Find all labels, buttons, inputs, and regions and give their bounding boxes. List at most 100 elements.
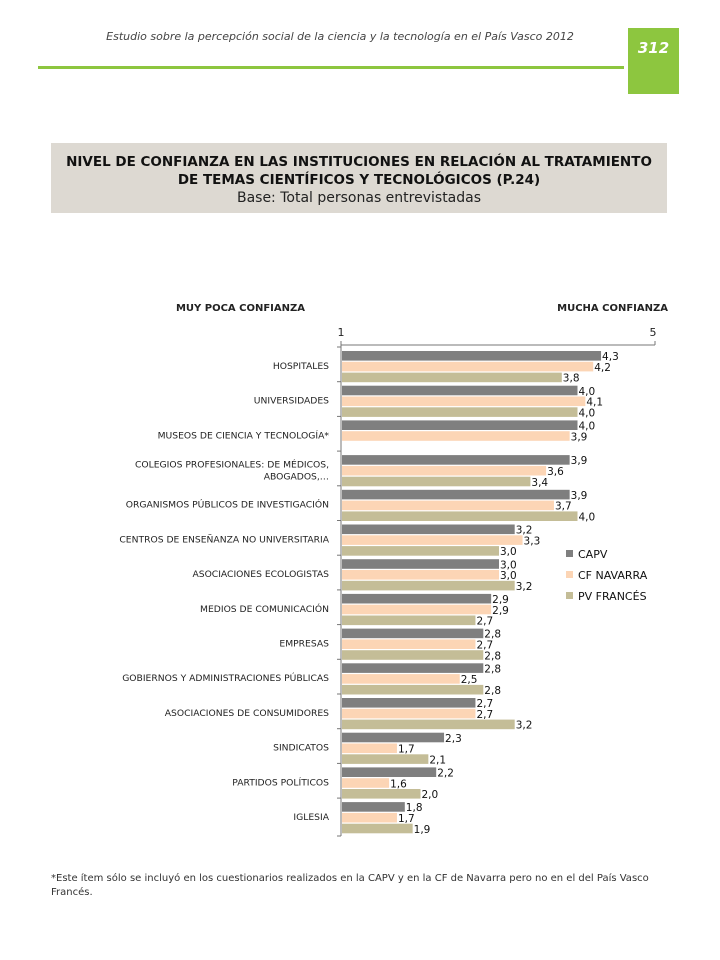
bar bbox=[342, 639, 476, 649]
bar bbox=[342, 593, 492, 604]
bar bbox=[342, 420, 578, 430]
page-number-badge: 312 bbox=[628, 28, 679, 94]
data-label: 1,8 bbox=[406, 802, 423, 814]
legend-label: PV FRANCÉS bbox=[578, 590, 647, 603]
data-label: 4,0 bbox=[579, 512, 596, 524]
data-label: 2,0 bbox=[422, 789, 439, 801]
data-label: 3,4 bbox=[531, 477, 548, 489]
bar bbox=[342, 546, 499, 556]
data-label: 3,6 bbox=[547, 466, 564, 478]
bar bbox=[342, 674, 460, 684]
data-label: 3,9 bbox=[571, 455, 588, 467]
bar bbox=[342, 767, 437, 777]
legend-swatch bbox=[566, 550, 573, 557]
chart-title-line1: NIVEL DE CONFIANZA EN LAS INSTITUCIONES … bbox=[66, 154, 652, 170]
data-label: 2,8 bbox=[484, 650, 501, 662]
bar bbox=[342, 559, 499, 569]
category-label: ORGANISMOS PÚBLICOS DE INVESTIGACIÓN bbox=[126, 499, 329, 511]
category-label: ASOCIACIONES DE CONSUMIDORES bbox=[165, 708, 329, 719]
footnote: *Este ítem sólo se incluyó en los cuesti… bbox=[51, 873, 649, 898]
bar bbox=[342, 743, 397, 754]
bar bbox=[342, 524, 515, 535]
legend-label: CAPV bbox=[578, 548, 608, 561]
bar bbox=[342, 385, 578, 396]
bar bbox=[342, 754, 429, 764]
category-label: MUSEOS DE CIENCIA Y TECNOLOGÍA* bbox=[158, 429, 330, 441]
category-label: CENTROS DE ENSEÑANZA NO UNIVERSITARIA bbox=[119, 534, 329, 545]
data-label: 1,9 bbox=[414, 824, 431, 836]
category-label: PARTIDOS POLÍTICOS bbox=[232, 776, 329, 788]
bar bbox=[342, 663, 484, 673]
category-label: HOSPITALES bbox=[273, 361, 329, 372]
bar bbox=[342, 361, 594, 372]
data-label: 4,0 bbox=[579, 407, 596, 419]
bar bbox=[342, 719, 515, 730]
left-scale-label: MUY POCA CONFIANZA bbox=[176, 303, 305, 314]
bar bbox=[342, 823, 413, 834]
bar bbox=[342, 802, 405, 812]
right-scale-label: MUCHA CONFIANZA bbox=[557, 303, 668, 314]
data-label: 2,1 bbox=[429, 754, 446, 766]
data-label: 2,8 bbox=[484, 685, 501, 697]
data-label: 3,2 bbox=[516, 581, 533, 593]
bar bbox=[342, 708, 476, 719]
bar bbox=[342, 465, 547, 476]
bar bbox=[342, 476, 531, 487]
data-label: 3,9 bbox=[571, 431, 588, 443]
data-label: 1,7 bbox=[398, 813, 415, 825]
bar bbox=[342, 812, 397, 823]
data-label: 2,7 bbox=[476, 698, 493, 710]
legend-swatch bbox=[566, 571, 573, 578]
bar bbox=[342, 455, 570, 465]
bar bbox=[342, 570, 499, 580]
category-label: SINDICATOS bbox=[273, 743, 329, 754]
data-label: 4,1 bbox=[586, 397, 603, 409]
bar bbox=[342, 511, 578, 521]
category-label: COLEGIOS PROFESIONALES: DE MÉDICOS, bbox=[135, 459, 329, 471]
bar bbox=[342, 351, 602, 361]
category-label: ASOCIACIONES ECOLOGISTAS bbox=[192, 569, 329, 580]
bar bbox=[342, 650, 484, 660]
bar bbox=[342, 698, 476, 708]
bar bbox=[342, 778, 390, 788]
data-label: 2,8 bbox=[484, 663, 501, 675]
bar bbox=[342, 732, 445, 743]
data-label: 1,6 bbox=[390, 778, 407, 790]
category-label: GOBIERNOS Y ADMINISTRACIONES PÚBLICAS bbox=[122, 672, 329, 684]
data-label: 3,2 bbox=[516, 720, 533, 732]
data-label: 4,3 bbox=[602, 351, 619, 363]
data-label: 3,2 bbox=[516, 525, 533, 537]
data-label: 2,8 bbox=[484, 629, 501, 641]
category-label: ABOGADOS,… bbox=[264, 472, 329, 483]
data-label: 3,0 bbox=[500, 559, 517, 571]
data-label: 2,5 bbox=[461, 674, 478, 686]
chart-base-note: Base: Total personas entrevistadas bbox=[236, 190, 482, 206]
data-label: 2,2 bbox=[437, 768, 454, 780]
bar bbox=[342, 789, 421, 799]
bar bbox=[342, 396, 586, 407]
data-label: 1,7 bbox=[398, 744, 415, 756]
header-divider bbox=[38, 66, 624, 69]
data-label: 3,0 bbox=[500, 546, 517, 558]
data-label: 3,8 bbox=[563, 373, 580, 385]
data-label: 3,7 bbox=[555, 501, 572, 513]
bar bbox=[342, 615, 476, 626]
bar bbox=[342, 604, 492, 615]
data-label: 2,7 bbox=[476, 709, 493, 721]
data-label: 2,9 bbox=[492, 594, 509, 606]
data-label: 2,3 bbox=[445, 733, 462, 745]
data-label: 4,0 bbox=[579, 386, 596, 398]
data-label: 2,7 bbox=[476, 640, 493, 652]
report-title: Estudio sobre la percepción social de la… bbox=[106, 30, 574, 43]
category-label: EMPRESAS bbox=[279, 639, 329, 650]
data-label: 3,3 bbox=[524, 535, 541, 547]
data-label: 4,0 bbox=[579, 421, 596, 433]
legend-label: CF NAVARRA bbox=[578, 569, 648, 582]
bar-chart: MUY POCA CONFIANZA MUCHA CONFIANZA 1 5 HOSPI… bbox=[119, 303, 668, 837]
bar bbox=[342, 407, 578, 417]
chart-title-line2: DE TEMAS CIENTÍFICOS Y TECNOLÓGICOS (P.2… bbox=[177, 172, 541, 188]
category-label: UNIVERSIDADES bbox=[254, 396, 329, 407]
legend-swatch bbox=[566, 592, 573, 599]
bar bbox=[342, 684, 484, 695]
bar bbox=[342, 431, 570, 441]
